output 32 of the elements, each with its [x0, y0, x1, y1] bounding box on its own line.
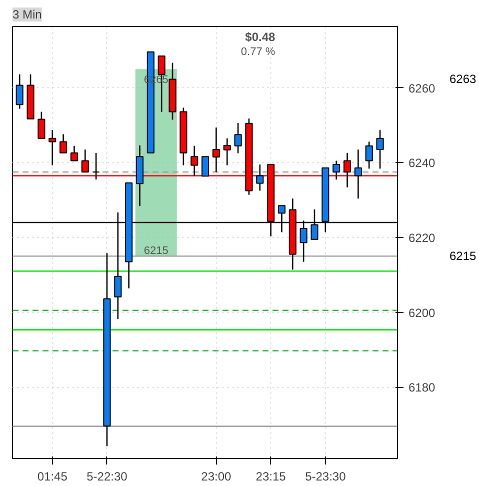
candlestick — [201, 156, 210, 177]
candlestick — [60, 134, 68, 154]
text: 6215 — [450, 248, 477, 263]
x-tick-label: 5-23:30 — [305, 470, 346, 484]
y-tick-label: 6240 — [408, 156, 436, 170]
y-tick-label: 6220 — [408, 230, 436, 245]
x-tick-label: 01:45 — [37, 470, 68, 484]
text: 6263 — [450, 72, 477, 86]
y-tick-label: 6180 — [408, 380, 436, 395]
candlestick — [256, 164, 264, 192]
annotation: 0.77 % — [240, 46, 276, 58]
candlestick — [332, 160, 340, 180]
x-tick-label: 5-22:30 — [86, 470, 128, 484]
y-tick-label: 6260 — [408, 81, 436, 96]
x-tick-label: 23:00 — [201, 470, 232, 484]
x-tick-label: 23:15 — [256, 470, 286, 484]
candlestick — [376, 129, 384, 170]
candlestick — [354, 148, 362, 200]
y-tick-label: 6200 — [408, 306, 436, 320]
candlestick — [38, 111, 46, 139]
annotation: $0.48 — [245, 30, 276, 44]
candlestick — [223, 138, 231, 166]
candlestick — [92, 152, 100, 180]
candlestick — [81, 148, 89, 173]
candlestick — [234, 122, 242, 154]
chart-title: 3 Min — [12, 8, 42, 22]
candlestick — [212, 126, 220, 173]
candlestick — [16, 74, 24, 110]
annotation: 6215 — [144, 245, 168, 258]
candlestick — [365, 141, 373, 170]
candlestick — [48, 129, 56, 166]
candlestick — [70, 145, 78, 162]
